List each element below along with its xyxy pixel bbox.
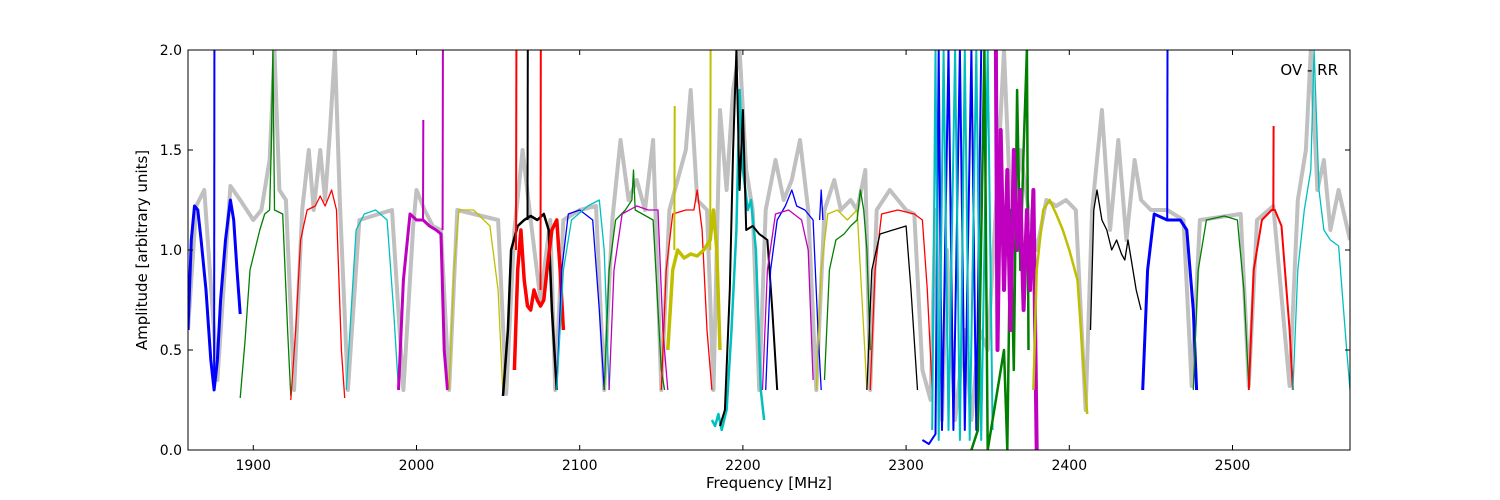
x-tick-label: 2200 bbox=[725, 458, 761, 474]
y-tick-label: 1.5 bbox=[160, 143, 182, 159]
series-line-24 bbox=[765, 189, 822, 391]
x-tick-label: 2300 bbox=[888, 458, 924, 474]
series-line-32 bbox=[931, 50, 994, 441]
series-line-8 bbox=[448, 209, 504, 397]
series-line-2 bbox=[239, 50, 292, 399]
series-line-17 bbox=[608, 205, 669, 391]
plot-area bbox=[188, 50, 1350, 450]
series-line-19 bbox=[666, 208, 722, 351]
series-line-11 bbox=[512, 218, 566, 371]
y-tick-label: 2.0 bbox=[160, 43, 182, 59]
y-tick-label: 0.5 bbox=[160, 343, 182, 359]
series-line-23 bbox=[719, 50, 779, 427]
series-line-39 bbox=[1192, 215, 1250, 391]
series-line-29 bbox=[869, 209, 933, 391]
y-axis-ticks: 0.0 0.5 1.0 1.5 2.0 bbox=[160, 43, 1350, 459]
series-line-4 bbox=[345, 209, 400, 391]
y-tick-label: 1.0 bbox=[160, 243, 182, 259]
series-line-18 bbox=[660, 189, 713, 391]
series-line-16 bbox=[603, 169, 666, 391]
x-tick-label: 1900 bbox=[235, 458, 271, 474]
reference-envelope-line bbox=[188, 50, 1350, 422]
x-tick-label: 2400 bbox=[1051, 458, 1087, 474]
series-line-36 bbox=[1089, 189, 1142, 331]
y-tick-label: 0.0 bbox=[160, 443, 182, 459]
series-line-5 bbox=[397, 212, 449, 391]
series-line-26 bbox=[818, 189, 824, 221]
series-line-27 bbox=[815, 209, 868, 391]
series-line-37 bbox=[1141, 212, 1199, 391]
series-line-34 bbox=[993, 50, 1039, 450]
y-axis-title: Amplitude [arbitrary units] bbox=[133, 150, 151, 350]
series-line-33 bbox=[970, 50, 1030, 450]
x-axis-title: Frequency [MHz] bbox=[706, 474, 832, 492]
x-tick-label: 2100 bbox=[562, 458, 598, 474]
series-line-25 bbox=[761, 209, 814, 391]
series-line-42 bbox=[1292, 50, 1350, 391]
series-line-3 bbox=[290, 189, 346, 401]
x-tick-label: 2000 bbox=[399, 458, 435, 474]
series-line-30 bbox=[866, 225, 919, 391]
series-line-28 bbox=[823, 189, 871, 381]
x-tick-label: 2500 bbox=[1215, 458, 1251, 474]
x-axis-ticks: 1900 2000 2100 2200 2300 2400 2500 bbox=[235, 50, 1250, 474]
series-line-15 bbox=[556, 199, 610, 391]
series-line-35 bbox=[1032, 198, 1089, 415]
chart-annotation: OV - RR bbox=[1280, 61, 1338, 79]
series-line-14 bbox=[556, 209, 605, 391]
